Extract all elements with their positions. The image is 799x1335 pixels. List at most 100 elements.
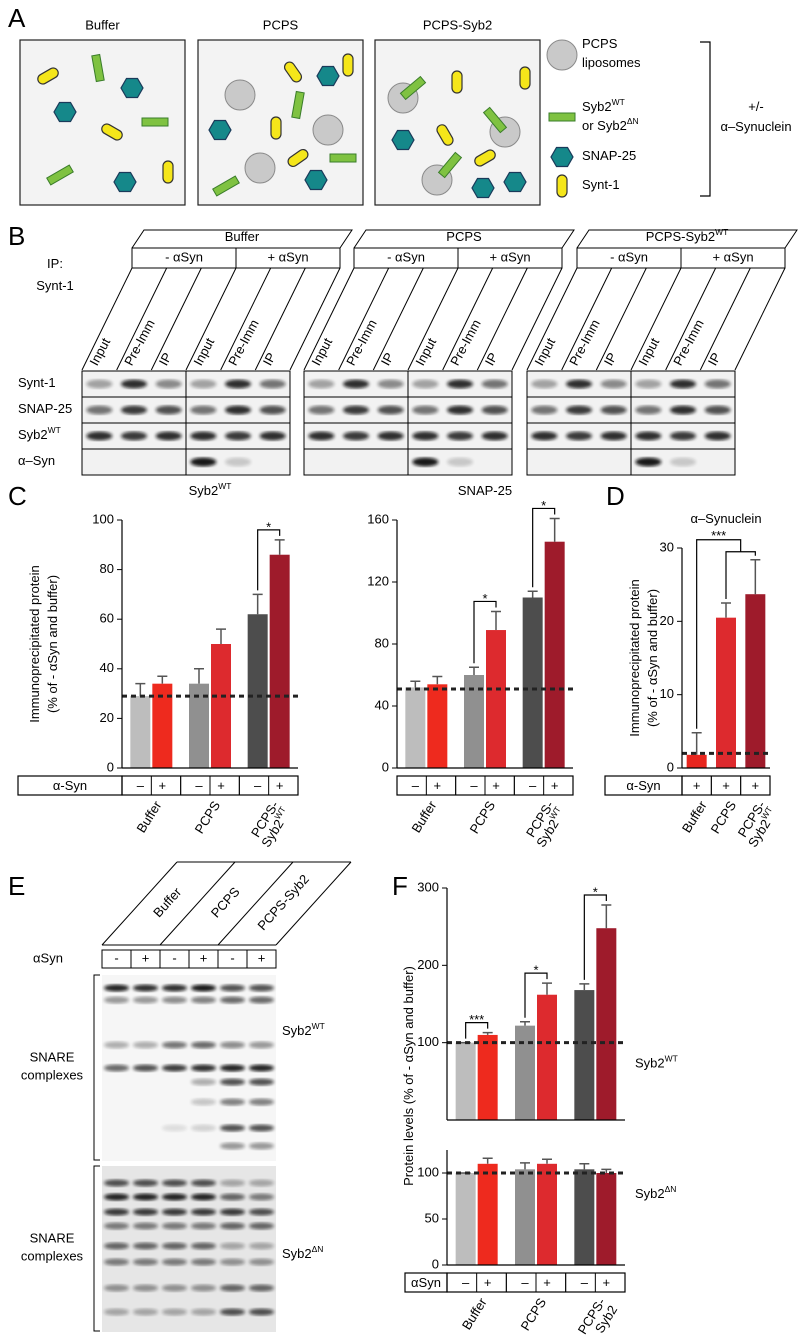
- significance: *: [266, 519, 271, 534]
- text-part: liposomes: [582, 55, 641, 70]
- title-box: [576, 229, 798, 249]
- blot-row-label: Synt-1: [18, 375, 56, 390]
- text-part: Buffer: [409, 798, 440, 836]
- blot-band: [220, 1222, 245, 1230]
- synt1-icon: [519, 66, 531, 90]
- lane-divider: [699, 267, 751, 371]
- blot-band: [531, 379, 558, 389]
- condition-label: - αSyn: [387, 249, 425, 264]
- synt1-icon: [37, 67, 59, 85]
- synt1-icon: [556, 174, 568, 198]
- error-bar: [527, 590, 538, 598]
- sign: -: [172, 950, 176, 965]
- text-part: PCPS-Syb2: [646, 229, 715, 244]
- blot-band: [133, 1284, 158, 1292]
- blot-band: [343, 431, 369, 441]
- text-part: complexes: [21, 1068, 84, 1083]
- blot-band: [104, 1193, 129, 1201]
- snap25-icon: [550, 146, 574, 168]
- bar: [745, 594, 766, 768]
- scene: [387, 66, 531, 199]
- blot-band: [86, 405, 113, 415]
- blot-band: [220, 1041, 245, 1049]
- significance-bracket: [465, 1022, 489, 1039]
- sign: +: [159, 778, 167, 793]
- blot-band: [249, 1193, 274, 1201]
- y-tick-label: 100: [92, 511, 114, 526]
- y-axis-label: Immunoprecipitated protein: [627, 579, 642, 737]
- blot-band: [377, 431, 404, 441]
- bar: [477, 1034, 498, 1120]
- blot-band: [86, 379, 113, 389]
- blot-label: complexes: [21, 1249, 84, 1264]
- blot-band: [191, 1179, 216, 1187]
- blot-band: [670, 457, 696, 467]
- text-part: PCPS: [192, 798, 224, 836]
- blot-band: [121, 431, 147, 441]
- blot-band: [343, 405, 369, 415]
- blot-band: [133, 1222, 158, 1230]
- liposome-icon: [244, 152, 276, 184]
- blot-band: [104, 1242, 129, 1250]
- blot-band: [220, 1308, 245, 1316]
- lane-divider: [338, 267, 390, 371]
- text-part: Syb2: [18, 427, 48, 442]
- error-bar: [491, 610, 501, 631]
- sign: –: [470, 778, 478, 793]
- blot-band: [191, 1124, 216, 1132]
- blot-band: [162, 984, 187, 992]
- superscript: WT: [48, 425, 61, 435]
- text-part: Buffer: [679, 798, 710, 836]
- y-tick-label: 0: [107, 759, 114, 774]
- blot-band: [249, 1041, 274, 1049]
- lane-label: Pre-Imm: [121, 317, 158, 368]
- lane-header: PCPS-Syb2: [254, 871, 312, 933]
- chart-title: Syb2WT: [189, 481, 232, 498]
- error-bar: [691, 732, 702, 755]
- condition-label: + αSyn: [712, 249, 753, 264]
- blot-band: [86, 431, 113, 441]
- y-tick-label: 80: [100, 561, 114, 576]
- blot-bracket: [93, 974, 100, 1161]
- bracket-text: α–Synuclein: [720, 119, 791, 134]
- legend-text: or Syb2ΔN: [582, 116, 639, 133]
- sign: -: [114, 950, 118, 965]
- significance: *: [482, 591, 487, 606]
- blot-band: [190, 457, 217, 467]
- group-label: PCPS: [467, 798, 499, 836]
- text-part: Immunoprecipitated protein: [627, 579, 642, 737]
- blot-band: [447, 379, 473, 389]
- text-part: Immunoprecipitated protein: [27, 565, 42, 723]
- snap25-icon: [53, 101, 77, 123]
- text-part: Synt-1: [18, 375, 56, 390]
- sign: +: [484, 1275, 492, 1290]
- superscript: WT: [612, 97, 625, 107]
- sign: +: [142, 950, 150, 965]
- blot-band: [220, 984, 245, 992]
- blot-band: [225, 457, 251, 467]
- text-part: SNAP-25: [458, 483, 512, 498]
- blot-band: [566, 405, 592, 415]
- significance-bracket: [532, 507, 556, 588]
- error-bar: [542, 1158, 552, 1164]
- bar: [427, 684, 448, 768]
- bar: [574, 1169, 595, 1265]
- blot-band: [249, 1142, 274, 1150]
- blot-band: [133, 984, 158, 992]
- synt1-icon: [474, 149, 496, 167]
- panel-label: F: [392, 871, 408, 901]
- blot-band: [412, 457, 439, 467]
- error-bar: [721, 602, 731, 618]
- blot-band: [121, 379, 147, 389]
- blot-band: [104, 996, 129, 1004]
- condition-label: - αSyn: [610, 249, 648, 264]
- text-part: Buffer: [134, 798, 165, 836]
- blot-band: [225, 431, 251, 441]
- group-label-text: PCPS: [467, 798, 499, 836]
- y-tick-label: 50: [425, 1210, 439, 1225]
- blot-band: [220, 1142, 245, 1150]
- legend-text: liposomes: [582, 55, 641, 70]
- lane-divider: [630, 267, 682, 371]
- significance-bracket: [524, 972, 548, 1018]
- bar: [537, 994, 557, 1120]
